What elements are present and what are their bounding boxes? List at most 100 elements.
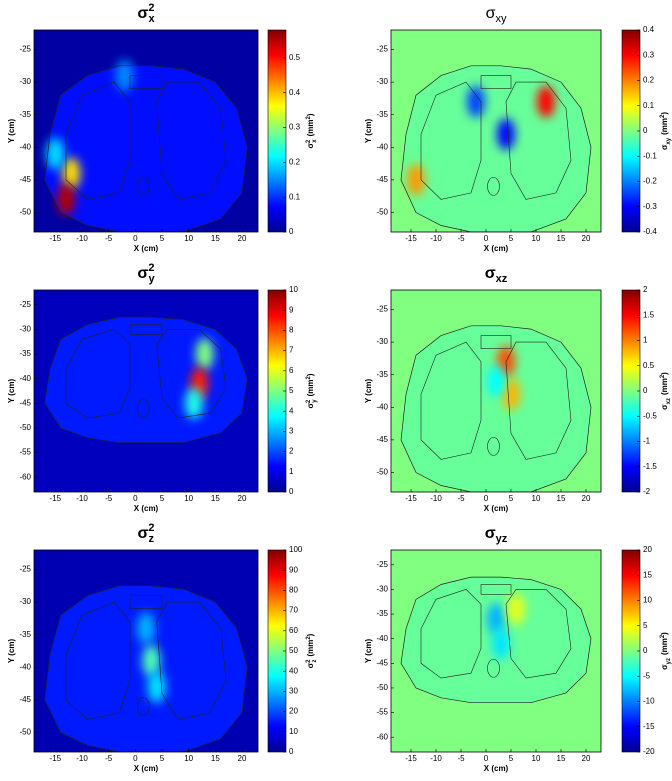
title-superscript: 2: [148, 262, 154, 274]
colorbar-unit-superscript: 2: [306, 115, 312, 119]
x-tick-label: -15: [405, 754, 417, 763]
panel-title: σyz: [485, 525, 508, 545]
title-symbol: σ: [485, 525, 496, 542]
hotspot: [185, 387, 203, 420]
y-tick-label: -50: [376, 468, 388, 477]
x-tick-label: -5: [105, 494, 113, 503]
spine-outline: [487, 177, 500, 196]
y-axis-label: Y (cm): [364, 639, 373, 664]
x-tick-label: 5: [509, 494, 514, 503]
colorbar-tick-label: 40: [289, 666, 298, 675]
colorbar-symbol: σ: [660, 664, 669, 670]
axes-frame: [33, 289, 259, 493]
colorbar-subscript: yz: [666, 658, 672, 664]
x-axis-label: X (cm): [484, 764, 509, 773]
colorbar-tick-label: -0.1: [643, 151, 657, 160]
colorbar-subscript: x: [312, 139, 318, 143]
colorbar-unit: (mm: [660, 378, 669, 395]
lung-outline: [420, 589, 482, 679]
y-tick-label: -35: [19, 349, 31, 358]
lung-outline: [505, 589, 572, 679]
panel-title: σ2 z: [137, 522, 154, 545]
y-tick-label: -40: [376, 402, 388, 411]
hotspot: [115, 59, 134, 92]
y-tick-label: -50: [376, 683, 388, 692]
colorbar-unit: (mm: [306, 379, 315, 396]
colorbar-superscript: 2: [306, 399, 312, 403]
x-tick-label: 20: [582, 494, 591, 503]
hotspot: [492, 627, 510, 660]
x-tick-label: -5: [457, 494, 465, 503]
body-outline: [44, 65, 248, 232]
spine-outline: [137, 398, 150, 418]
colorbar-tick-label: 100: [289, 545, 303, 554]
colorbar-superscript: 2: [306, 659, 312, 663]
colorbar-tick-label: -0.5: [643, 411, 657, 420]
colorbar-tick-label: 0.3: [643, 50, 655, 59]
y-tick-label: -40: [19, 374, 31, 383]
colorbar-tick-label: 10: [643, 596, 652, 605]
x-tick-label: 15: [557, 494, 566, 503]
colorbar-unit-end: ): [306, 113, 315, 116]
colorbar-tick-label: 0.1: [643, 101, 655, 110]
spine-outline: [137, 697, 150, 716]
colorbar-symbol: σ: [306, 662, 315, 668]
title-symbol: σ: [486, 5, 496, 22]
y-tick-label: -30: [376, 337, 388, 346]
colorbar-unit: (mm: [660, 118, 669, 135]
plot-area: [34, 550, 258, 752]
x-tick-label: 10: [184, 494, 193, 503]
x-tick-label: -15: [50, 754, 62, 763]
hotspot: [507, 593, 525, 626]
colorbar-superscript: 2: [306, 139, 312, 143]
hotspot: [46, 137, 65, 170]
colorbar-tick-label: 0.2: [289, 157, 301, 166]
colorbar-unit-end: ): [660, 112, 669, 115]
colorbar-tick-label: 1: [289, 467, 294, 476]
plot-area: [34, 30, 258, 232]
colorbar-tick-label: 70: [289, 606, 298, 615]
colorbar-unit-end: ): [660, 372, 669, 375]
y-tick-label: -35: [376, 110, 388, 119]
title-subscript: xy: [495, 13, 507, 25]
hotspot: [147, 670, 166, 703]
colorbar-tick-label: 4: [289, 406, 294, 415]
colorbar-symbol: σ: [306, 143, 315, 149]
colorbar-symbol: σ: [306, 403, 315, 409]
lung-outline: [65, 601, 131, 720]
colorbar-tick-label: 60: [289, 626, 298, 635]
colorbar-tick-label: 0.3: [289, 123, 301, 132]
y-tick-label: -35: [376, 370, 388, 379]
x-tick-label: 0: [484, 234, 489, 243]
x-tick-label: 5: [509, 754, 514, 763]
x-tick-label: 20: [238, 754, 247, 763]
hotspot: [537, 85, 555, 118]
colorbar-tick-label: 0.2: [643, 76, 655, 85]
colorbar-tick-label: -10: [643, 697, 655, 706]
y-tick-label: -25: [19, 565, 31, 574]
panel-title: σxz: [485, 265, 508, 285]
axes-frame: [33, 29, 259, 233]
colorbar-tick-label: -15: [643, 722, 655, 731]
x-tick-label: 0: [133, 754, 138, 763]
plot-area: [391, 290, 601, 492]
x-tick-label: 5: [160, 494, 165, 503]
colorbar-label: σ2x(mm2): [306, 113, 318, 148]
lung-outline: [156, 81, 227, 200]
y-tick-label: -50: [19, 208, 31, 217]
colorbar-tick-label: 20: [289, 707, 298, 716]
colorbar-tick-label: 3: [289, 427, 294, 436]
y-axis-label: Y (cm): [7, 119, 16, 144]
x-tick-label: -10: [76, 234, 88, 243]
y-tick-label: -35: [376, 609, 388, 618]
lung-outline: [505, 341, 572, 460]
colorbar-tick-label: -1: [643, 437, 651, 446]
x-tick-label: 0: [484, 494, 489, 503]
x-tick-label: -5: [105, 754, 113, 763]
lung-outline: [156, 329, 227, 419]
title-subscript: yz: [496, 533, 508, 545]
colorbar-unit: (mm: [306, 640, 315, 657]
y-tick-label: -45: [376, 435, 388, 444]
colorbar-subscript: z: [312, 660, 318, 663]
